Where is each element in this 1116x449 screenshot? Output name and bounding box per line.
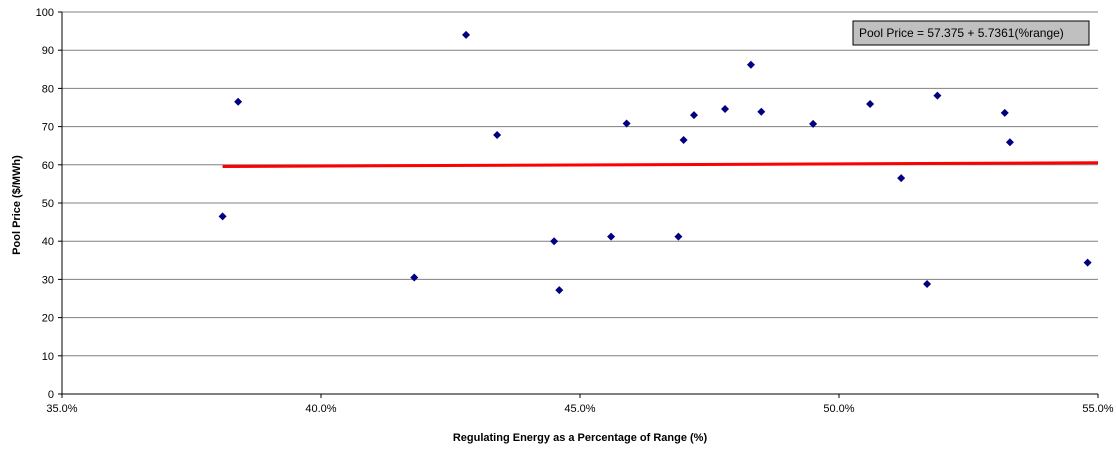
equation-box bbox=[852, 20, 1090, 46]
data-point bbox=[757, 107, 766, 116]
x-tick-label: 40.0% bbox=[305, 403, 336, 415]
equation-annotation: Pool Price = 57.375 + 5.7361(%range) bbox=[852, 20, 1090, 46]
data-point bbox=[679, 135, 688, 144]
data-point bbox=[1083, 258, 1092, 267]
data-point bbox=[809, 119, 818, 128]
data-point bbox=[1005, 138, 1014, 147]
data-point bbox=[555, 286, 564, 295]
data-point bbox=[674, 232, 683, 241]
data-point bbox=[607, 232, 616, 241]
y-tick-label: 30 bbox=[42, 274, 54, 286]
equation-label: Pool Price = 57.375 + 5.7361(%range) bbox=[859, 26, 1064, 40]
data-point bbox=[462, 30, 471, 39]
y-tick-label: 20 bbox=[42, 313, 54, 325]
y-tick-label: 0 bbox=[48, 389, 54, 401]
data-point bbox=[933, 91, 942, 100]
y-tick-label: 10 bbox=[42, 351, 54, 363]
y-tick-label: 60 bbox=[42, 160, 54, 172]
x-tick-label: 35.0% bbox=[46, 403, 77, 415]
data-points bbox=[218, 30, 1092, 295]
data-point bbox=[218, 212, 227, 221]
data-point bbox=[897, 174, 906, 183]
x-axis-title: Regulating Energy as a Percentage of Ran… bbox=[453, 432, 708, 444]
y-tick-label: 100 bbox=[36, 7, 54, 19]
x-tick-label: 50.0% bbox=[823, 403, 854, 415]
data-point bbox=[689, 111, 698, 120]
trendline bbox=[222, 161, 1099, 168]
data-point bbox=[923, 279, 932, 288]
data-point bbox=[550, 237, 559, 246]
y-tick-label: 50 bbox=[42, 198, 54, 210]
axes bbox=[61, 12, 1098, 395]
y-tick-label: 80 bbox=[42, 83, 54, 95]
y-tick-label: 90 bbox=[42, 45, 54, 57]
y-axis-title: Pool Price ($/MWh) bbox=[11, 155, 23, 255]
y-tick-label: 40 bbox=[42, 236, 54, 248]
data-point bbox=[1000, 108, 1009, 117]
data-point bbox=[721, 105, 730, 114]
data-point bbox=[622, 119, 631, 128]
trendline-group bbox=[222, 161, 1099, 168]
data-point bbox=[866, 100, 875, 109]
x-tick-label: 45.0% bbox=[564, 403, 595, 415]
data-point bbox=[234, 97, 243, 106]
data-point bbox=[410, 273, 419, 282]
data-point bbox=[746, 60, 755, 69]
y-axis-ticks: 0 10 20 30 40 50 60 70 80 90 100 bbox=[36, 7, 62, 401]
data-point bbox=[493, 131, 502, 140]
y-tick-label: 70 bbox=[42, 122, 54, 134]
x-tick-label: 55.0% bbox=[1082, 403, 1113, 415]
x-axis-ticks: 35.0% 40.0% 45.0% 50.0% 55.0% bbox=[46, 394, 1114, 415]
